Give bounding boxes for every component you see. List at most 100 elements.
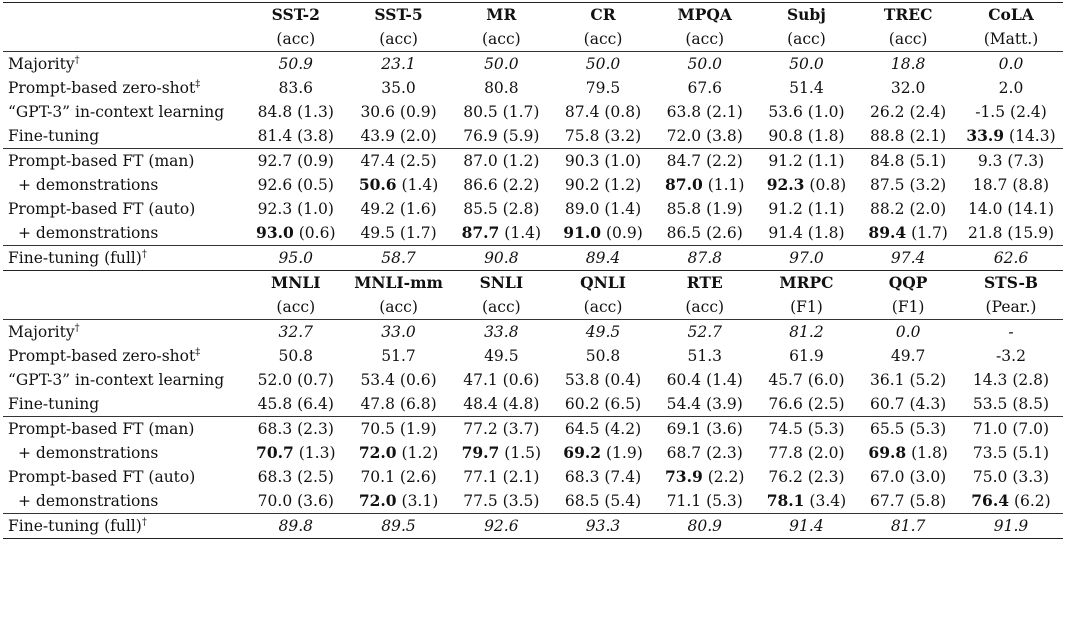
row-label: Fine-tuning (full)† [3, 245, 245, 271]
table-row: “GPT-3” in-context learning 52.0 (0.7) 53.… [3, 368, 1063, 392]
table-row: Prompt-based FT (auto) 92.3 (1.0) 49.2 (1.… [3, 197, 1063, 221]
result-cell: 52.0 (0.7) [245, 368, 347, 392]
metric-header: (acc) [685, 298, 725, 316]
result-cell: 47.4 (2.5) [346, 148, 451, 173]
result-std: (0.6) [399, 371, 437, 389]
result-cell: 26.2 (2.4) [857, 100, 959, 124]
result-cell: 67.0 (3.0) [857, 465, 959, 489]
result-cell: -3.2 [959, 344, 1063, 368]
result-cell: 81.2 [755, 319, 858, 344]
result-std: (1.7) [911, 224, 948, 242]
row-label-text: + demonstrations [18, 444, 159, 462]
result-std: (0.8) [809, 176, 847, 194]
result-cell: 54.4 (3.9) [654, 392, 756, 417]
result-cell: 69.1 (3.6) [653, 416, 756, 441]
result-value: 47.1 [463, 371, 498, 389]
result-std: (0.7) [297, 371, 334, 389]
result-std: (2.3) [297, 420, 334, 438]
row-label-text: Majority [8, 55, 75, 73]
row-label: Prompt-based FT (auto) [3, 465, 245, 489]
result-value: 33.8 [484, 323, 519, 341]
dataset-header: SNLI [450, 270, 553, 295]
result-std: (3.7) [502, 420, 540, 438]
result-cell: 50.0 [552, 51, 654, 76]
result-value: 18.7 [972, 176, 1008, 194]
metric-header: (acc) [583, 298, 623, 316]
result-std: (5.1) [909, 152, 947, 170]
result-cell: 48.4 (4.8) [450, 392, 552, 417]
result-value: 49.2 [360, 200, 395, 218]
result-std: (5.3) [706, 492, 743, 510]
result-value: 69.1 [666, 420, 702, 438]
result-value: 53.5 [972, 395, 1008, 413]
result-cell: 68.3 (2.5) [245, 465, 347, 489]
row-label: Prompt-based zero-shot‡ [3, 76, 245, 100]
result-cell: 36.1 (5.2) [857, 368, 959, 392]
result-std: (4.3) [909, 395, 947, 413]
result-value: 60.7 [870, 395, 905, 413]
result-value: 68.3 [257, 420, 293, 438]
row-label-text: + demonstrations [18, 176, 159, 194]
table-row: Fine-tuning 81.4 (3.8) 43.9 (2.0) 76.9 (5.9… [3, 124, 1063, 149]
result-std: (5.3) [807, 420, 845, 438]
result-cell: 81.7 [857, 513, 959, 539]
result-cell: 65.5 (5.3) [857, 416, 959, 441]
result-value: 73.5 [972, 444, 1008, 462]
result-value: 49.7 [890, 347, 926, 365]
result-std: (1.8) [807, 224, 845, 242]
result-std: (7.3) [1007, 152, 1045, 170]
row-label: Majority† [3, 319, 245, 344]
result-value: 84.7 [666, 152, 702, 170]
result-std: (2.8) [502, 200, 540, 218]
result-value: 77.2 [463, 420, 498, 438]
dataset-header: TREC [857, 2, 959, 27]
result-value: 79.5 [585, 79, 621, 97]
result-cell: 68.5 (5.4) [552, 489, 654, 514]
result-value: 21.8 [967, 224, 1003, 242]
result-std: (1.0) [297, 200, 334, 218]
row-label-text: Fine-tuning (full) [8, 517, 142, 535]
result-value: 50.0 [484, 55, 519, 73]
result-value: 50.6 [358, 175, 397, 194]
result-cell: 79.5 [552, 76, 654, 100]
result-cell: 49.5 (1.7) [347, 221, 451, 246]
result-value: 89.0 [564, 200, 600, 218]
result-cell: 97.0 [755, 245, 858, 271]
result-value: 76.4 [971, 491, 1010, 510]
result-value: 92.7 [257, 152, 293, 170]
result-std: (2.0) [909, 200, 947, 218]
result-cell: 18.8 [857, 51, 959, 76]
result-value: 78.1 [766, 491, 805, 510]
result-cell: 83.6 [245, 76, 347, 100]
result-std: (7.0) [1012, 420, 1050, 438]
result-std: (6.8) [399, 395, 437, 413]
result-cell: 89.8 [244, 513, 347, 539]
result-cell: 61.9 [756, 344, 858, 368]
result-value: 48.4 [463, 395, 498, 413]
table-row: Fine-tuning (full)† 95.0 58.7 90.8 89.4 87.8 9… [3, 245, 1063, 271]
result-value: 91.4 [789, 517, 824, 535]
result-std: (1.9) [706, 200, 743, 218]
row-label: + demonstrations [3, 489, 245, 514]
result-value: 69.8 [868, 443, 907, 462]
result-cell: 49.7 [857, 344, 959, 368]
dataset-header: MRPC [755, 270, 858, 295]
result-cell: 9.3 (7.3) [958, 148, 1063, 173]
result-cell: 89.4 (1.7) [857, 221, 959, 246]
result-cell: 53.6 (1.0) [756, 100, 858, 124]
result-std: (2.4) [1010, 103, 1047, 121]
result-cell: 77.1 (2.1) [450, 465, 552, 489]
result-value: 89.4 [585, 249, 621, 267]
result-cell: 50.0 [450, 51, 553, 76]
result-value: 47.8 [360, 395, 395, 413]
result-std: (0.6) [502, 371, 540, 389]
result-value: 23.1 [381, 55, 416, 73]
metric-header: (F1) [891, 298, 925, 316]
result-cell: 76.6 (2.5) [756, 392, 858, 417]
result-std: (1.5) [504, 444, 542, 462]
result-value: 71.0 [972, 420, 1008, 438]
row-label: Prompt-based FT (man) [3, 416, 245, 441]
result-value: 89.4 [868, 223, 907, 242]
result-cell: 89.5 [346, 513, 451, 539]
result-value: 85.5 [463, 200, 498, 218]
